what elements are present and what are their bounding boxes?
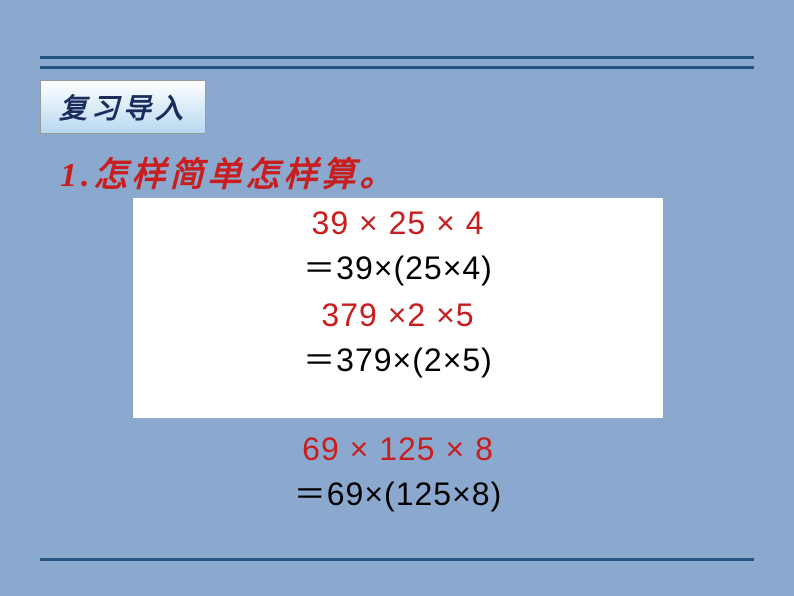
- heading-number: 1.: [60, 157, 94, 194]
- top-rule-2: [40, 66, 754, 69]
- problem-1: 39 × 25 × 4 ＝39×(25×4): [133, 205, 663, 289]
- problem-1-solution: ＝39×(25×4): [133, 243, 663, 289]
- problem-2: 379 ×2 ×5 ＝379×(2×5): [133, 297, 663, 381]
- problem-3: 69 × 125 × 8 ＝69×(125×8): [133, 430, 663, 516]
- problem-2-solution: ＝379×(2×5): [133, 335, 663, 381]
- section-label: 复习导入: [40, 80, 206, 134]
- heading-text: 怎样简单怎样算。: [94, 157, 398, 194]
- heading: 1.怎样简单怎样算。: [60, 147, 398, 196]
- problem-1-expression: 39 × 25 × 4: [133, 205, 663, 242]
- bottom-rule: [40, 558, 754, 561]
- problem-3-solution: ＝69×(125×8): [133, 469, 663, 515]
- section-label-text: 复习导入: [59, 94, 187, 125]
- math-content: 39 × 25 × 4 ＝39×(25×4) 379 ×2 ×5 ＝379×(2…: [133, 204, 663, 389]
- problem-2-expression: 379 ×2 ×5: [133, 297, 663, 334]
- top-rule-1: [40, 56, 754, 59]
- problem-3-expression: 69 × 125 × 8: [133, 431, 663, 468]
